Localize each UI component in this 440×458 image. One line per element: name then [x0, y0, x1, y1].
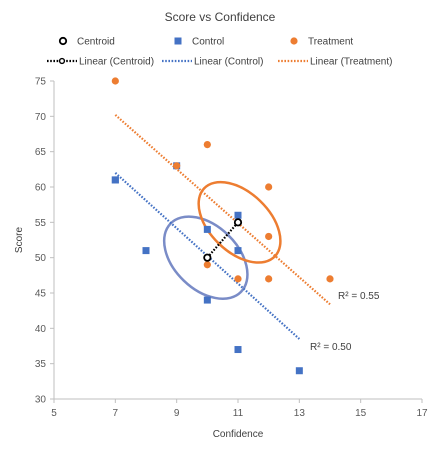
y-tick-label: 45 — [35, 289, 47, 300]
control-point — [203, 225, 211, 233]
legend-label-control: Control — [192, 37, 224, 48]
control-r2-label: R² = 0.50 — [310, 342, 352, 353]
x-tick-label: 13 — [294, 408, 306, 419]
y-tick-label: 30 — [35, 395, 47, 406]
treatment-point — [173, 162, 181, 170]
centroid-trendline — [206, 221, 239, 259]
legend: Centroid Control Treatment Linear (Centroid… — [47, 37, 392, 68]
legend-item-centroid-marker: Centroid — [58, 36, 115, 48]
control-point — [234, 247, 242, 255]
legend-line-label-centroid: Linear (Centroid) — [79, 57, 154, 68]
y-tick-label: 65 — [35, 147, 47, 158]
legend-item-centroid-line: Linear (Centroid) — [47, 57, 154, 68]
x-tick-label: 17 — [416, 408, 428, 419]
treatment-ellipse — [197, 180, 282, 264]
y-tick-label: 50 — [35, 253, 47, 264]
y-tick-label: 40 — [35, 324, 47, 335]
y-tick-label: 60 — [35, 183, 47, 194]
chart-title: Score vs Confidence — [165, 10, 276, 24]
control-point — [234, 211, 242, 219]
legend-line-label-control: Linear (Control) — [194, 57, 263, 68]
x-tick-label: 7 — [113, 408, 119, 419]
treatment-point — [203, 141, 211, 149]
centroid-point — [203, 253, 212, 262]
y-tick-label: 75 — [35, 77, 47, 88]
plot-area: R² = 0.55 R² = 0.50 — [111, 77, 380, 375]
treatment-point — [326, 275, 334, 283]
control-point — [234, 346, 242, 354]
control-point — [142, 247, 150, 255]
y-tick-label: 55 — [35, 218, 47, 229]
x-tick-label: 9 — [174, 408, 180, 419]
legend-item-treatment-line: Linear (Treatment) — [278, 57, 392, 68]
treatment-point — [234, 275, 242, 283]
legend-line-label-treatment: Linear (Treatment) — [310, 57, 392, 68]
x-tick-label: 15 — [355, 408, 367, 419]
legend-swatch-control — [174, 37, 182, 45]
centroid-point — [233, 218, 243, 227]
x-axis-label: Confidence — [213, 429, 264, 440]
control-point — [111, 176, 119, 184]
control-point — [295, 367, 303, 375]
legend-item-control-marker: Control — [174, 37, 224, 48]
legend-swatch-centroid — [58, 36, 68, 46]
legend-item-treatment-marker: Treatment — [290, 37, 353, 48]
legend-swatch-treatment — [290, 37, 298, 45]
y-axis-label: Score — [14, 227, 25, 254]
treatment-point — [265, 183, 273, 191]
y-tick-label: 70 — [35, 112, 47, 123]
treatment-point — [265, 232, 273, 241]
axes: 5 7 9 11 13 15 17 30 35 40 45 50 55 60 65 70 75 — [35, 77, 428, 420]
legend-label-treatment: Treatment — [308, 37, 353, 48]
legend-line-marker-centroid — [58, 57, 66, 65]
treatment-r2-label: R² = 0.55 — [338, 291, 380, 302]
legend-label-centroid: Centroid — [77, 37, 115, 48]
treatment-point — [265, 275, 273, 283]
treatment-point — [111, 77, 119, 85]
control-point — [203, 296, 211, 304]
y-tick-label: 35 — [35, 359, 47, 370]
legend-item-control-line: Linear (Control) — [162, 57, 263, 68]
x-tick-label: 5 — [51, 408, 57, 419]
treatment-point — [203, 261, 211, 269]
x-tick-label: 11 — [233, 408, 244, 419]
